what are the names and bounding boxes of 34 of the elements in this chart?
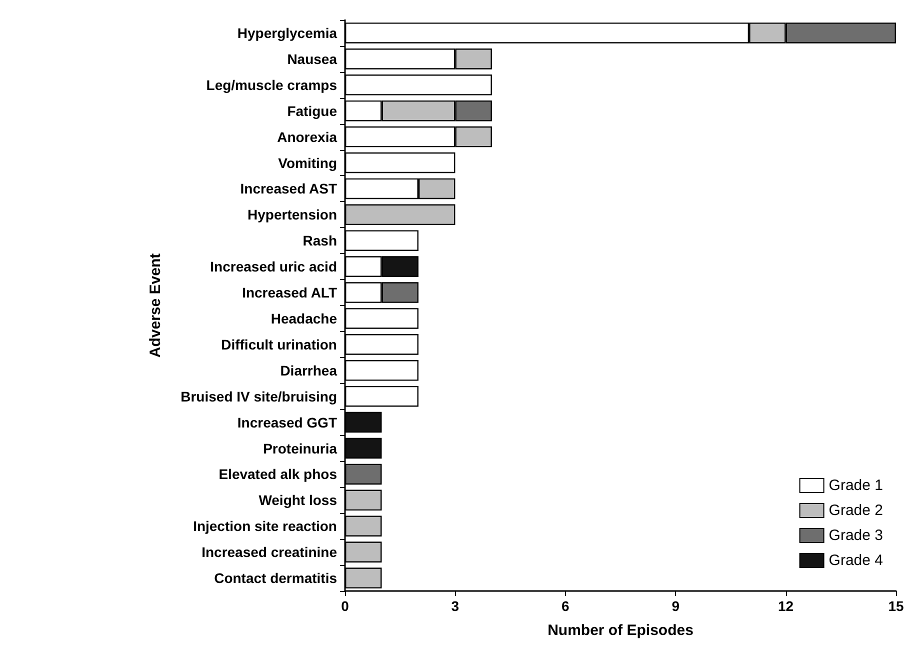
y-tick-label: Bruised IV site/bruising: [180, 388, 337, 404]
y-tick-label: Injection site reaction: [193, 518, 337, 534]
y-tick-label: Increased AST: [240, 180, 338, 197]
y-tick-label: Fatigue: [287, 102, 338, 119]
y-tick-label: Hyperglycemia: [237, 24, 338, 41]
y-tick-label: Increased ALT: [242, 284, 338, 301]
legend-label: Grade 3: [828, 527, 884, 544]
legend-label: Grade 4: [828, 552, 884, 569]
legend-label: Grade 1: [828, 477, 884, 494]
x-axis-title: Number of Episodes: [548, 622, 694, 639]
x-tick-label: 15: [888, 598, 904, 614]
y-tick-label: Hypertension: [248, 206, 337, 223]
y-tick-label: Increased creatinine: [202, 544, 338, 560]
y-tick-label: Rash: [302, 232, 337, 249]
y-tick-label: Contact dermatitis: [214, 570, 338, 586]
y-tick-label: Anorexia: [277, 128, 338, 145]
y-tick-label: Elevated alk phos: [218, 466, 338, 482]
x-tick-label: 12: [778, 598, 794, 614]
y-tick-label: Vomiting: [278, 154, 337, 171]
legend-label: Grade 2: [828, 502, 884, 519]
y-tick-label: Increased GGT: [237, 414, 338, 430]
y-axis-title: Adverse Event: [147, 253, 164, 358]
y-tick-label: Leg/muscle cramps: [206, 76, 338, 93]
y-tick-label: Increased uric acid: [210, 258, 337, 275]
y-tick-label: Diarrhea: [280, 362, 338, 378]
x-tick-label: 6: [562, 598, 570, 614]
x-tick-label: 9: [672, 598, 680, 614]
y-tick-label: Weight loss: [258, 492, 338, 508]
x-tick-label: 0: [341, 598, 350, 614]
y-tick-label: Difficult urination: [221, 336, 337, 352]
y-tick-label: Proteinuria: [263, 440, 338, 456]
y-tick-label: Nausea: [287, 50, 338, 67]
x-tick-label: 3: [451, 598, 460, 614]
y-tick-label: Headache: [270, 310, 338, 326]
